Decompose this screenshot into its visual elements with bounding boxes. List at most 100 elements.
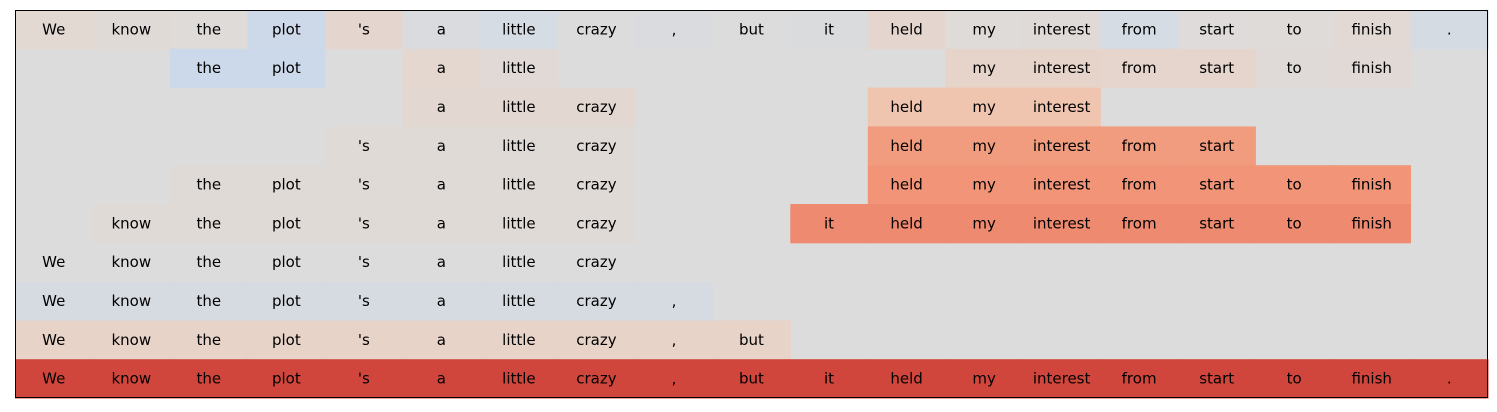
heatmap-cell [402,165,481,205]
token-label: a [437,370,446,388]
token-label: held [890,214,922,232]
token-label: from [1122,370,1157,388]
heatmap-cell [1022,87,1101,127]
heatmap-cell [867,10,946,50]
heatmap-cell [1100,48,1179,89]
heatmap-cell [1100,165,1179,205]
token-label: , [672,292,677,310]
token-label: to [1287,370,1302,388]
token-label: the [197,176,222,194]
heatmap-cell [790,10,869,50]
token-label: crazy [576,98,616,116]
heatmap-cell [1332,204,1411,244]
token-label: little [502,98,536,116]
heatmap-cell [1177,204,1256,244]
token-label: plot [272,176,301,194]
token-label: crazy [576,20,616,38]
heatmap-cell [402,281,481,321]
heatmap-cell [92,320,171,360]
heatmap-cell [15,320,94,360]
token-label: my [972,370,996,388]
heatmap-cell [867,165,946,205]
token-label: start [1199,59,1234,77]
token-label: little [502,59,536,77]
token-label: finish [1351,59,1391,77]
token-label: to [1287,214,1302,232]
heatmap-cell [1332,48,1411,89]
heatmap-cell [1022,165,1101,205]
token-label: little [502,214,536,232]
token-label: know [111,370,151,388]
heatmap-cell [867,359,946,399]
token-label: the [197,20,222,38]
heatmap-cell [945,87,1024,127]
heatmap-cell [247,204,326,244]
token-label: crazy [576,137,616,155]
heatmap-cell [325,359,404,399]
token-label: a [437,20,446,38]
token-label: 's [358,331,370,349]
token-label: finish [1351,370,1391,388]
token-label: crazy [576,331,616,349]
heatmap-cell [1255,165,1334,205]
token-label: little [502,292,536,310]
heatmap-cell [402,204,481,244]
token-label: 's [358,370,370,388]
token-label: , [672,331,677,349]
token-label: my [972,176,996,194]
token-label: plot [272,214,301,232]
heatmap-cell [1255,359,1334,399]
token-label: know [111,253,151,271]
token-label: know [111,20,151,38]
token-label: crazy [576,253,616,271]
token-label: We [42,370,65,388]
heatmap-cell [1332,10,1411,50]
heatmap-cell [1022,359,1101,399]
heatmap-cell [1177,10,1256,50]
token-label: little [502,253,536,271]
heatmap-cell [790,204,869,244]
token-label: 's [358,214,370,232]
token-label: from [1122,59,1157,77]
token-label: but [739,370,764,388]
token-label: finish [1351,20,1391,38]
token-label: 's [358,137,370,155]
token-label: my [972,98,996,116]
heatmap-cell [402,320,481,360]
heatmap-cell [1332,359,1411,399]
token-label: to [1287,59,1302,77]
heatmap-cell [1410,10,1489,50]
token-label: held [890,137,922,155]
token-label: my [972,214,996,232]
token-label: a [437,292,446,310]
heatmap-cell [480,320,559,360]
heatmap-cell [92,10,171,50]
heatmap-cell [635,359,714,399]
heatmap-cell [480,204,559,244]
heatmap-cell [325,242,404,283]
heatmap-cell [325,204,404,244]
token-label: little [502,137,536,155]
token-label: know [111,292,151,310]
labels-layer: We know the plot 's a little crazy, but it held my i… [42,20,1451,387]
heatmap-cell [635,281,714,321]
token-label: it [824,370,834,388]
heatmap-cell [325,10,404,50]
token-label: We [42,20,65,38]
heatmap-cell [92,281,171,321]
token-label: a [437,214,446,232]
heatmap-cell [247,320,326,360]
heatmap-cell [557,242,636,283]
heatmap-cell [867,87,946,127]
heatmap-cell [15,242,94,283]
token-label: the [197,214,222,232]
token-label: a [437,137,446,155]
token-label: interest [1033,59,1091,77]
token-label: finish [1351,214,1391,232]
token-label: little [502,20,536,38]
heatmap-cell [1332,165,1411,205]
token-label: a [437,331,446,349]
token-label: to [1287,20,1302,38]
heatmap-cell [1022,204,1101,244]
